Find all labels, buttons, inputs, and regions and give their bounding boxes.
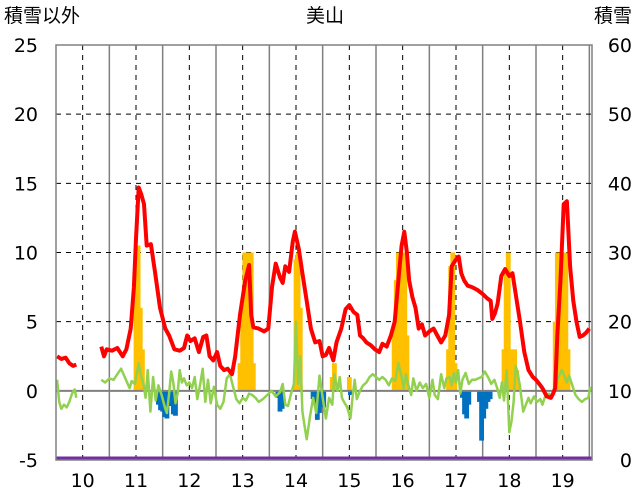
precip-bar xyxy=(250,363,256,391)
precip-bar xyxy=(563,252,569,391)
precip-bar xyxy=(140,349,145,391)
precip-bar xyxy=(237,363,243,391)
y-tick-label-right: 0 xyxy=(620,450,632,472)
precip-bar xyxy=(402,252,408,391)
x-tick-label: 19 xyxy=(551,470,575,492)
plot-frame-rect xyxy=(55,44,593,461)
y-tick-label-right: 50 xyxy=(608,104,632,126)
precip-bar xyxy=(404,335,410,391)
x-tick-label: 15 xyxy=(337,470,361,492)
x-tick-label: 14 xyxy=(284,470,308,492)
negative-bar xyxy=(466,390,472,405)
y-tick-label-right: 20 xyxy=(608,312,632,334)
precip-bar xyxy=(346,377,352,391)
precip-bar xyxy=(297,307,303,391)
plot-frame xyxy=(55,44,593,461)
negative-bar xyxy=(279,390,285,409)
temperature-line xyxy=(56,354,78,368)
precip-bar xyxy=(514,370,520,391)
temperature-line xyxy=(99,185,591,400)
y-tick-label-left: 5 xyxy=(26,312,38,334)
precip-bar xyxy=(450,252,456,391)
lines xyxy=(55,185,592,461)
y-tick-label-right: 60 xyxy=(608,35,632,57)
x-tick-label: 11 xyxy=(124,470,148,492)
x-tick-label: 18 xyxy=(497,470,521,492)
precip-bar xyxy=(565,349,571,391)
x-tick-label: 12 xyxy=(177,470,201,492)
y-tick-label-right: 40 xyxy=(608,173,632,195)
negative-bar xyxy=(487,390,493,400)
y-tick-label-right: 10 xyxy=(608,381,632,403)
y-tick-label-left: 10 xyxy=(14,243,38,265)
right-axis-title: 積雪 xyxy=(594,5,632,27)
tick-labels: -5 0 5 10 15 20 25 0 10 20 30 40 50 60 10 11 12 13 14 15 16 1… xyxy=(14,35,632,492)
x-tick-label: 16 xyxy=(391,470,415,492)
y-tick-label-left: 25 xyxy=(14,35,38,57)
x-tick-label: 17 xyxy=(444,470,468,492)
x-tick-label: 10 xyxy=(71,470,95,492)
precip-bar xyxy=(505,252,511,391)
y-tick-label-left: 20 xyxy=(14,104,38,126)
green-series-line xyxy=(55,379,78,411)
green-series-line xyxy=(100,320,592,441)
x-tick-label: 13 xyxy=(231,470,255,492)
left-axis-title: 積雪以外 xyxy=(4,5,80,27)
chart-title: 美山 xyxy=(306,5,344,27)
y-tick-label-left: -5 xyxy=(19,450,38,472)
y-tick-label-left: 15 xyxy=(14,173,38,195)
negative-bar xyxy=(348,390,353,395)
y-tick-label-left: 0 xyxy=(26,381,38,403)
y-tick-label-right: 30 xyxy=(608,243,632,265)
